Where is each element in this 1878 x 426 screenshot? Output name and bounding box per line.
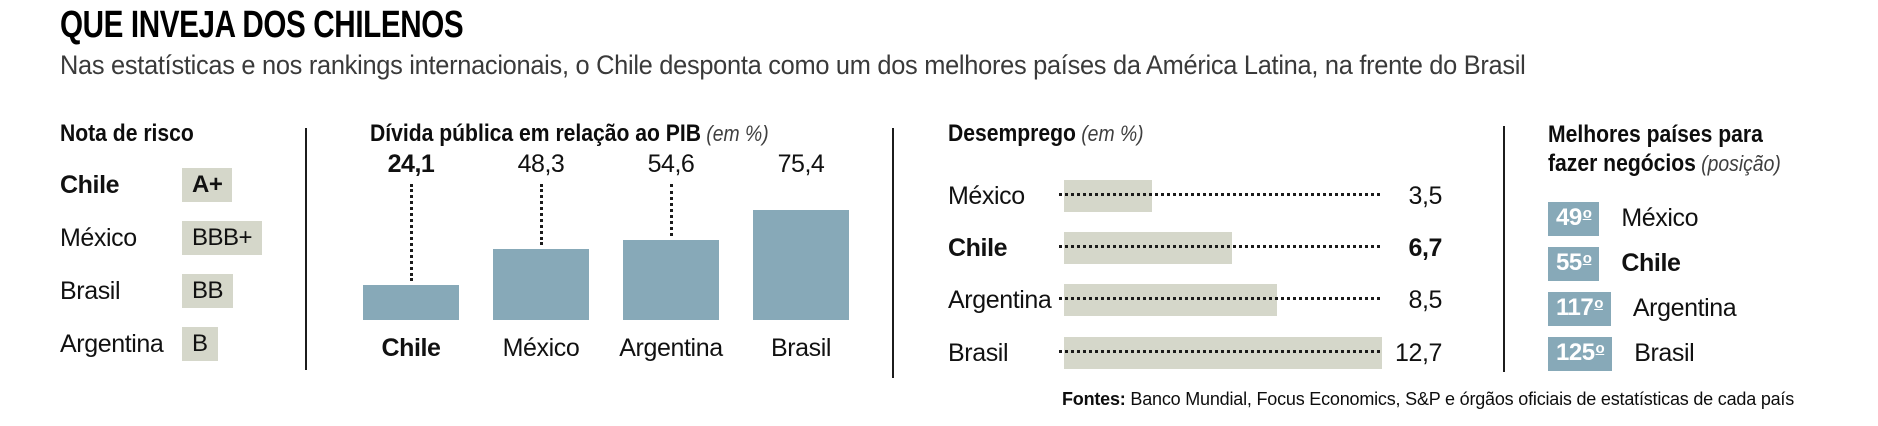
rank-ordinal: o (1594, 294, 1603, 312)
unemployment-bar (1064, 337, 1382, 369)
debt-bar (753, 210, 849, 320)
panel-divider (892, 128, 894, 378)
country-label: México (1621, 204, 1699, 232)
bar-country-label: Argentina (619, 334, 723, 362)
panel-business-ranking: Melhores países para fazer negócios (posi… (1548, 120, 1878, 375)
bar-value-label: 54,6 (647, 150, 695, 178)
business-panel-title-line1: Melhores países para (1548, 121, 1763, 148)
bar-value-label: 12,7 (1394, 339, 1442, 367)
panel-divider (305, 128, 307, 370)
footer-sources-label: Fontes: (1062, 389, 1126, 409)
country-label: Chile (948, 234, 1008, 262)
country-label: Brasil (60, 276, 121, 305)
rank-badge: 49o (1548, 201, 1600, 236)
country-label: Brasil (948, 339, 1009, 367)
risk-panel-title: Nota de risco (60, 120, 194, 147)
rank-number: 117 (1556, 293, 1594, 321)
rating-badge: A+ (182, 168, 233, 202)
rank-ordinal: o (1595, 339, 1605, 357)
business-row: 55o Chile (1548, 245, 1736, 282)
country-label: Chile (1621, 249, 1681, 277)
value-leader-dotted-line (410, 184, 413, 281)
bar-track (1057, 232, 1380, 264)
bar-country-label: Chile (381, 334, 441, 362)
bar-country-label: México (502, 334, 580, 362)
rank-badge: 55o (1548, 246, 1600, 281)
leader-dotted-line (1059, 193, 1380, 196)
country-label: Argentina (948, 286, 1052, 314)
debt-bar-column: 24,1 Chile (363, 120, 459, 372)
value-leader-dotted-line (540, 184, 543, 245)
country-label: México (60, 223, 137, 252)
unemployment-row: Chile 6,7 (945, 232, 1442, 264)
debt-bar (493, 249, 589, 320)
rank-ordinal: o (1582, 204, 1592, 222)
bar-track (1057, 284, 1380, 316)
debt-bar (363, 285, 459, 320)
debt-bar (623, 240, 719, 320)
business-rows: 49o México 55o Chile 117o Argentina 125o Brasil (1548, 200, 1737, 372)
country-label: Chile (60, 170, 120, 199)
page-title: QUE INVEJA DOS CHILENOS (60, 4, 464, 46)
rank-badge: 117o (1548, 291, 1611, 326)
rating-badge: B (182, 327, 218, 361)
business-row: 125o Brasil (1548, 335, 1736, 372)
debt-bar-column: 48,3 México (493, 120, 589, 372)
country-label: Brasil (1634, 339, 1695, 367)
rank-number: 55 (1556, 248, 1582, 276)
unemployment-panel-unit: (em %) (1081, 121, 1144, 146)
unemployment-row: Brasil 12,7 (945, 337, 1442, 369)
bar-value-label: 8,5 (1408, 286, 1442, 314)
footer-sources: Fontes: Banco Mundial, Focus Economics, … (1062, 389, 1794, 410)
panel-divider (1503, 126, 1505, 372)
footer-sources-text: Banco Mundial, Focus Economics, S&P e ór… (1125, 389, 1795, 409)
debt-bar-column: 54,6 Argentina (619, 120, 723, 372)
unemployment-bar (1064, 180, 1152, 212)
panel-risk-rating: Nota de risco Chile A+ México BBB+ Brasil BB A… (60, 120, 300, 375)
business-panel-unit: (posição) (1701, 151, 1781, 176)
business-panel-title-line2: fazer negócios (1548, 150, 1696, 177)
rank-badge: 125o (1548, 336, 1613, 371)
risk-row: Chile A+ (60, 166, 300, 204)
risk-row: México BBB+ (60, 219, 300, 257)
unemployment-row: México 3,5 (945, 180, 1442, 212)
leader-dotted-line (1059, 245, 1380, 248)
risk-rows: Chile A+ México BBB+ Brasil BB Argentina B (60, 166, 300, 378)
rating-badge: BB (182, 274, 234, 308)
bar-track (1057, 180, 1380, 212)
rank-ordinal: o (1582, 249, 1592, 267)
rank-number: 49 (1556, 203, 1582, 231)
risk-row: Argentina B (60, 325, 300, 363)
business-row: 117o Argentina (1548, 290, 1737, 327)
panel-public-debt: Dívida pública em relação ao PIB (em %) 2… (363, 120, 868, 372)
bar-value-label: 75,4 (777, 150, 825, 178)
debt-panel-title: Dívida pública em relação ao PIB (370, 120, 702, 147)
business-row: 49o México (1548, 200, 1736, 237)
debt-panel-unit: (em %) (706, 121, 769, 146)
bar-track (1057, 337, 1382, 369)
unemployment-row: Argentina 8,5 (945, 284, 1442, 316)
risk-row: Brasil BB (60, 272, 300, 310)
rank-number: 125 (1556, 338, 1595, 366)
bar-value-label: 6,7 (1408, 234, 1442, 262)
bar-country-label: Brasil (770, 334, 832, 362)
value-leader-dotted-line (670, 184, 673, 236)
bar-value-label: 24,1 (387, 150, 435, 178)
country-label: Argentina (1632, 294, 1737, 322)
panel-unemployment: Desemprego (em %) México 3,5 Chile 6,7 Argent… (945, 120, 1442, 375)
debt-bar-column: 75,4 Brasil (753, 120, 849, 372)
rating-badge: BBB+ (182, 221, 263, 255)
leader-dotted-line (1059, 297, 1380, 300)
bar-value-label: 48,3 (517, 150, 565, 178)
country-label: Argentina (60, 329, 164, 358)
page-subtitle: Nas estatísticas e nos rankings internac… (60, 50, 1526, 80)
unemployment-panel-title: Desemprego (948, 120, 1076, 147)
leader-dotted-line (1059, 350, 1380, 353)
unemployment-bar (1064, 232, 1232, 264)
unemployment-bar (1064, 284, 1277, 316)
bar-value-label: 3,5 (1408, 182, 1442, 210)
country-label: México (948, 182, 1025, 210)
